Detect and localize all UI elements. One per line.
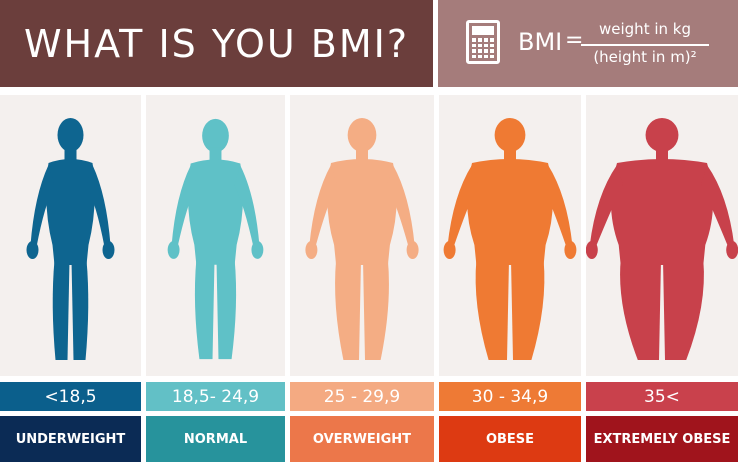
body-silhouette-panel	[290, 95, 434, 376]
bmi-category-label: OVERWEIGHT	[290, 416, 434, 462]
bmi-range: 25 - 29,9	[290, 382, 434, 411]
page-title: WHAT IS YOU BMI?	[0, 0, 433, 87]
bmi-range: 18,5- 24,9	[146, 382, 285, 411]
bmi-formula: BMI = weight in kg (height in m)²	[438, 0, 738, 87]
calculator-icon	[466, 20, 500, 64]
bmi-range: 30 - 34,9	[439, 382, 581, 411]
bmi-category-label: OBESE	[439, 416, 581, 462]
bmi-range: <18,5	[0, 382, 141, 411]
body-silhouette-panel	[0, 95, 141, 376]
fraction-line	[581, 44, 709, 46]
bmi-category-label: NORMAL	[146, 416, 285, 462]
body-silhouette-panel	[585, 95, 739, 376]
body-silhouette	[305, 118, 419, 360]
formula-numerator: weight in kg	[599, 20, 691, 38]
bmi-range: 35<	[586, 382, 738, 411]
formula-equals: =	[565, 28, 584, 53]
bmi-category-label: EXTREMELY OBESE	[586, 416, 738, 462]
formula-denominator: (height in m)²	[593, 48, 697, 66]
body-silhouette	[443, 118, 577, 360]
title-text: WHAT IS YOU BMI?	[23, 21, 410, 66]
body-silhouette-panel	[439, 95, 581, 376]
formula-lhs: BMI	[518, 28, 563, 56]
body-silhouette	[26, 118, 115, 360]
body-silhouette	[167, 118, 264, 360]
body-silhouette	[585, 118, 739, 360]
bmi-category-label: UNDERWEIGHT	[0, 416, 141, 462]
body-silhouette-panel	[146, 95, 285, 376]
